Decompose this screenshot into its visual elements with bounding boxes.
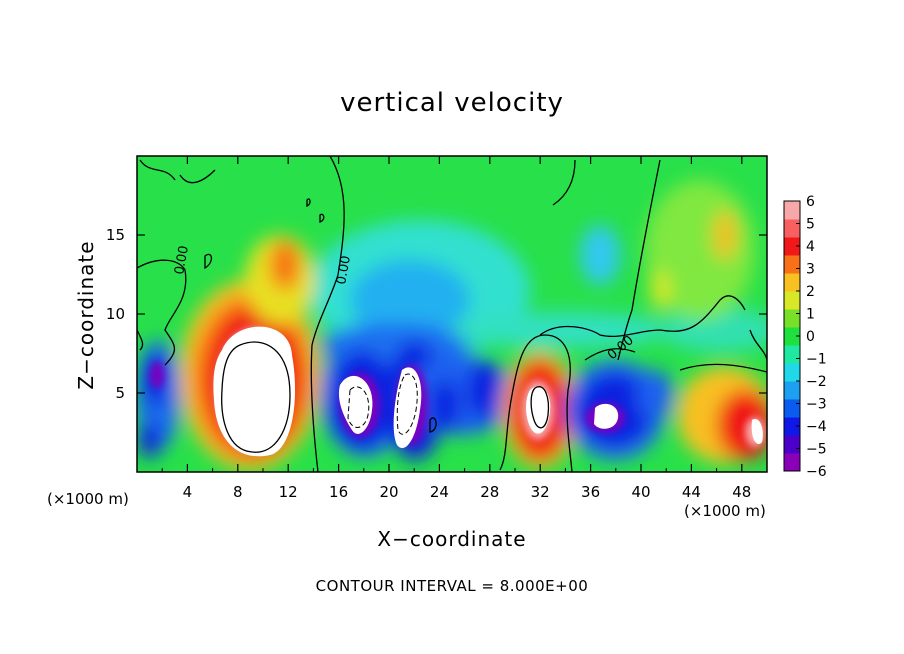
x-axis-label: X−coordinate xyxy=(377,527,527,551)
colorbar-tick-label: 4 xyxy=(806,239,815,255)
y-tick-label: 10 xyxy=(106,305,125,323)
colorbar-tick-label: 1 xyxy=(806,307,815,323)
x-tick-label: 16 xyxy=(329,483,348,501)
colorbar-swatch xyxy=(784,345,800,364)
colorbar-swatch xyxy=(784,291,800,310)
colorbar-tick-label: −5 xyxy=(806,442,827,458)
chart-title: vertical velocity xyxy=(340,88,564,118)
contour-interval-note: CONTOUR INTERVAL = 8.000E+00 xyxy=(315,577,589,595)
colorbar-swatch xyxy=(784,255,800,274)
colorbar-tick-label: 6 xyxy=(806,194,815,210)
colorbar-swatch xyxy=(784,327,800,346)
colorbar-swatch xyxy=(784,201,800,220)
colorbar-tick-label: 0 xyxy=(806,329,815,345)
y-tick-label: 5 xyxy=(115,384,125,402)
colorbar-tick-label: 5 xyxy=(806,217,815,233)
colorbar-swatch xyxy=(784,219,800,238)
colorbar-tick-label: −1 xyxy=(806,352,827,368)
colorbar-swatch xyxy=(784,273,800,292)
colorbar-swatch xyxy=(784,309,800,328)
x-tick-label: 32 xyxy=(531,483,550,501)
colorbar: 6 5 4 3 2 1 0 −1 −2 −3 −4 −5 −6 xyxy=(783,194,827,480)
colorbar-swatch xyxy=(784,453,800,472)
x-tick-label: 24 xyxy=(430,483,449,501)
contour-label-1: 0.00 xyxy=(172,245,192,276)
heatmap-field xyxy=(137,156,767,472)
colorbar-tick-label: 2 xyxy=(806,284,815,300)
colorbar-tick-label: −4 xyxy=(806,419,827,435)
y-axis-ticks: 5 10 15 xyxy=(106,226,767,402)
contour-label-2: 0.00 xyxy=(334,255,354,286)
x-tick-label: 4 xyxy=(183,483,193,501)
colorbar-swatch xyxy=(784,363,800,382)
x-tick-label: 12 xyxy=(279,483,298,501)
colorbar-swatch xyxy=(784,381,800,400)
x-axis-ticks: 4 8 12 16 20 24 28 32 36 40 44 48 xyxy=(161,156,751,501)
colorbar-swatch xyxy=(784,399,800,418)
colorbar-swatch xyxy=(784,237,800,256)
x-tick-label: 48 xyxy=(732,483,751,501)
colorbar-tick-label: 3 xyxy=(806,262,815,278)
y-tick-label: 15 xyxy=(106,226,125,244)
colorbar-tick-label: −2 xyxy=(806,374,827,390)
x-tick-label: 40 xyxy=(631,483,650,501)
x-tick-label: 44 xyxy=(682,483,701,501)
colorbar-tick-label: −3 xyxy=(806,397,827,413)
x-units-label-left: (×1000 m) xyxy=(47,490,129,508)
colorbar-tick-label: −6 xyxy=(806,464,827,480)
x-tick-label: 20 xyxy=(379,483,398,501)
x-tick-label: 28 xyxy=(480,483,499,501)
x-tick-label: 36 xyxy=(581,483,600,501)
colorbar-swatch xyxy=(784,435,800,454)
colorbar-swatch xyxy=(784,417,800,436)
x-tick-label: 8 xyxy=(233,483,243,501)
x-units-label-right: (×1000 m) xyxy=(684,502,766,520)
